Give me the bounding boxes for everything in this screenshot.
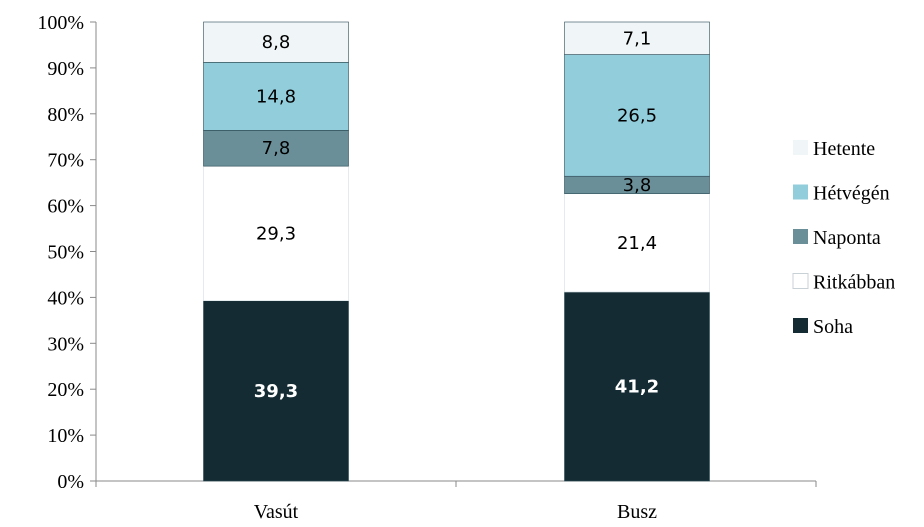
- data-label: 41,2: [615, 376, 659, 397]
- legend-label: Ritkábban: [813, 272, 895, 294]
- legend-label: Hetente: [813, 138, 875, 160]
- bar-segment: [203, 62, 349, 131]
- legend-label: Naponta: [813, 227, 881, 249]
- legend-swatch: [793, 140, 808, 155]
- x-axis: Vasút Busz: [95, 480, 817, 523]
- legend-swatch: [792, 273, 809, 289]
- data-label: 26,5: [617, 105, 657, 126]
- legend-swatch: [793, 184, 808, 200]
- legend-swatch: [793, 229, 808, 244]
- y-tick-label: 100%: [37, 12, 84, 34]
- bar-segment: [564, 21, 710, 55]
- bar-segment: [203, 21, 349, 63]
- bar-segment: [564, 193, 710, 293]
- legend-label: Hétvégén: [813, 183, 890, 205]
- legend: Hetente Hétvégén Naponta Ritkábban Soha: [792, 138, 895, 338]
- data-label: 39,3: [254, 381, 298, 402]
- y-tick-label: 20%: [47, 379, 84, 401]
- category-label: Vasút: [254, 501, 299, 522]
- data-label: 7,1: [623, 28, 652, 49]
- y-tick-label: 90%: [47, 58, 84, 80]
- y-tick-label: 70%: [47, 150, 84, 172]
- data-label: 8,8: [262, 32, 291, 53]
- y-tick-label: 40%: [47, 287, 84, 309]
- y-tick-label: 50%: [47, 242, 84, 264]
- bar-segment: [203, 165, 349, 302]
- data-label: 14,8: [256, 86, 296, 107]
- data-label: 29,3: [256, 223, 296, 244]
- legend-swatch: [793, 318, 808, 333]
- y-tick-label: 0%: [57, 471, 84, 493]
- data-label: 3,8: [623, 175, 652, 196]
- data-label: 7,8: [262, 138, 291, 159]
- y-tick-label: 10%: [47, 425, 84, 447]
- y-axis: 0% 10% 20% 30% 40% 50% 60% 70% 80% 90% 100%: [37, 12, 97, 493]
- legend-label: Soha: [813, 316, 853, 338]
- bar-segment: [564, 291, 710, 482]
- bar-segment: [564, 54, 710, 177]
- y-tick-label: 30%: [47, 333, 84, 355]
- bars: [203, 21, 710, 482]
- y-tick-label: 80%: [47, 104, 84, 126]
- data-label: 21,4: [617, 233, 657, 254]
- data-labels: 39,3 29,3 7,8 14,8 8,8 41,2 21,4 3,8 26,5 7,1: [254, 28, 659, 402]
- category-label: Busz: [617, 501, 657, 522]
- bar-segment: [203, 300, 349, 482]
- y-tick-label: 60%: [47, 196, 84, 218]
- bar-segment: [203, 130, 349, 167]
